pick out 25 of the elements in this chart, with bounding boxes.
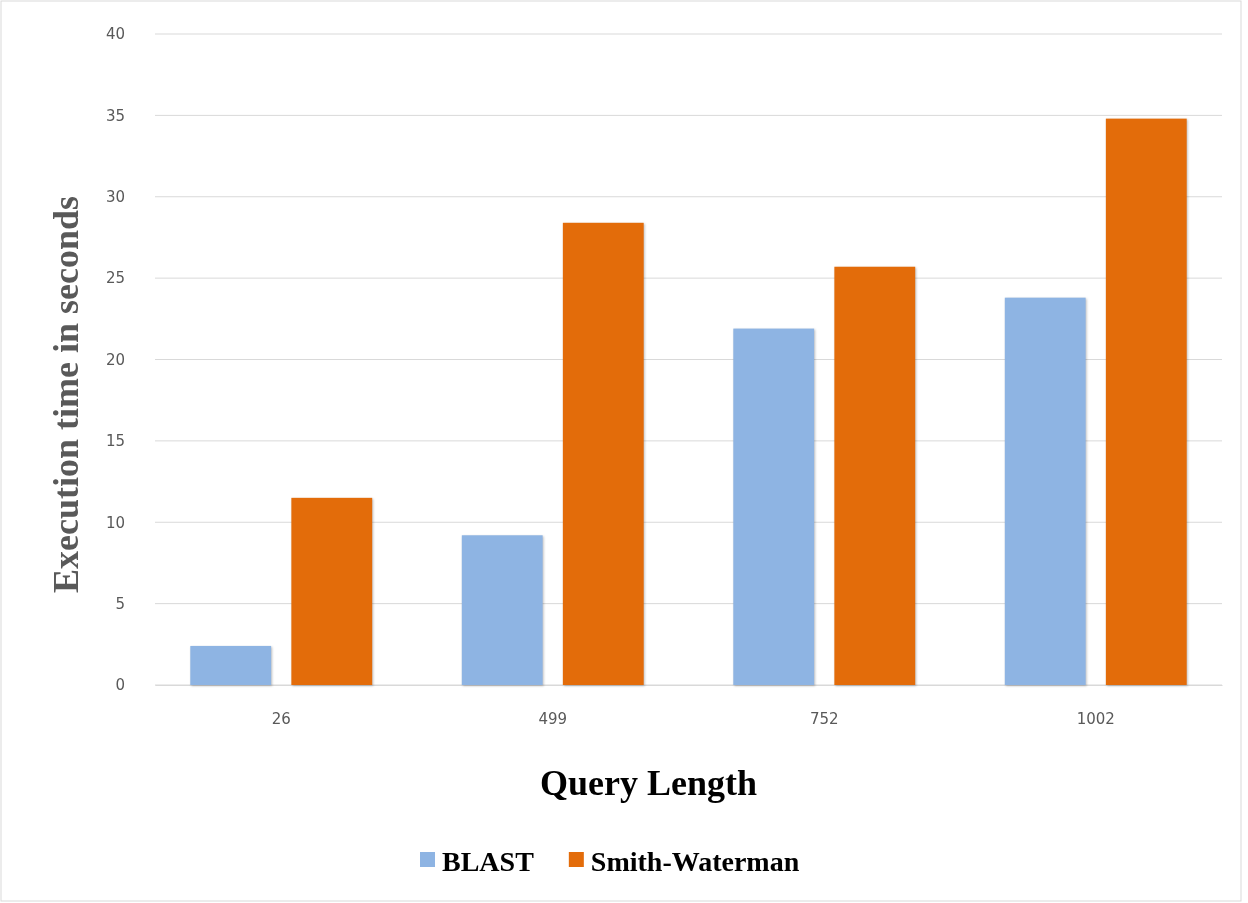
x-tick-label: 1002	[1076, 709, 1115, 728]
bar	[562, 222, 644, 685]
y-tick-label: 35	[105, 106, 125, 125]
y-tick-label: 20	[105, 350, 125, 369]
y-tick-label: 30	[105, 188, 125, 207]
y-tick-label: 5	[115, 594, 125, 613]
bar	[733, 328, 815, 685]
legend-label: BLAST	[442, 846, 535, 878]
y-tick-label: 15	[105, 432, 125, 451]
y-axis-title: Execution time in seconds	[46, 195, 86, 594]
bar	[291, 497, 373, 685]
y-tick-label: 0	[115, 676, 125, 695]
bar	[461, 535, 543, 685]
bar	[190, 645, 272, 685]
y-tick-label: 25	[105, 269, 125, 288]
x-tick-label: 26	[271, 709, 291, 728]
legend-label: Smith-Waterman	[590, 846, 800, 878]
x-axis-title: Query Length	[539, 763, 758, 803]
x-tick-label: 499	[538, 709, 568, 728]
bar	[1105, 118, 1187, 685]
x-tick-label: 752	[809, 709, 839, 728]
bar	[834, 266, 916, 685]
y-tick-label: 40	[105, 25, 125, 44]
y-tick-label: 10	[105, 513, 125, 532]
bar	[1004, 297, 1086, 685]
